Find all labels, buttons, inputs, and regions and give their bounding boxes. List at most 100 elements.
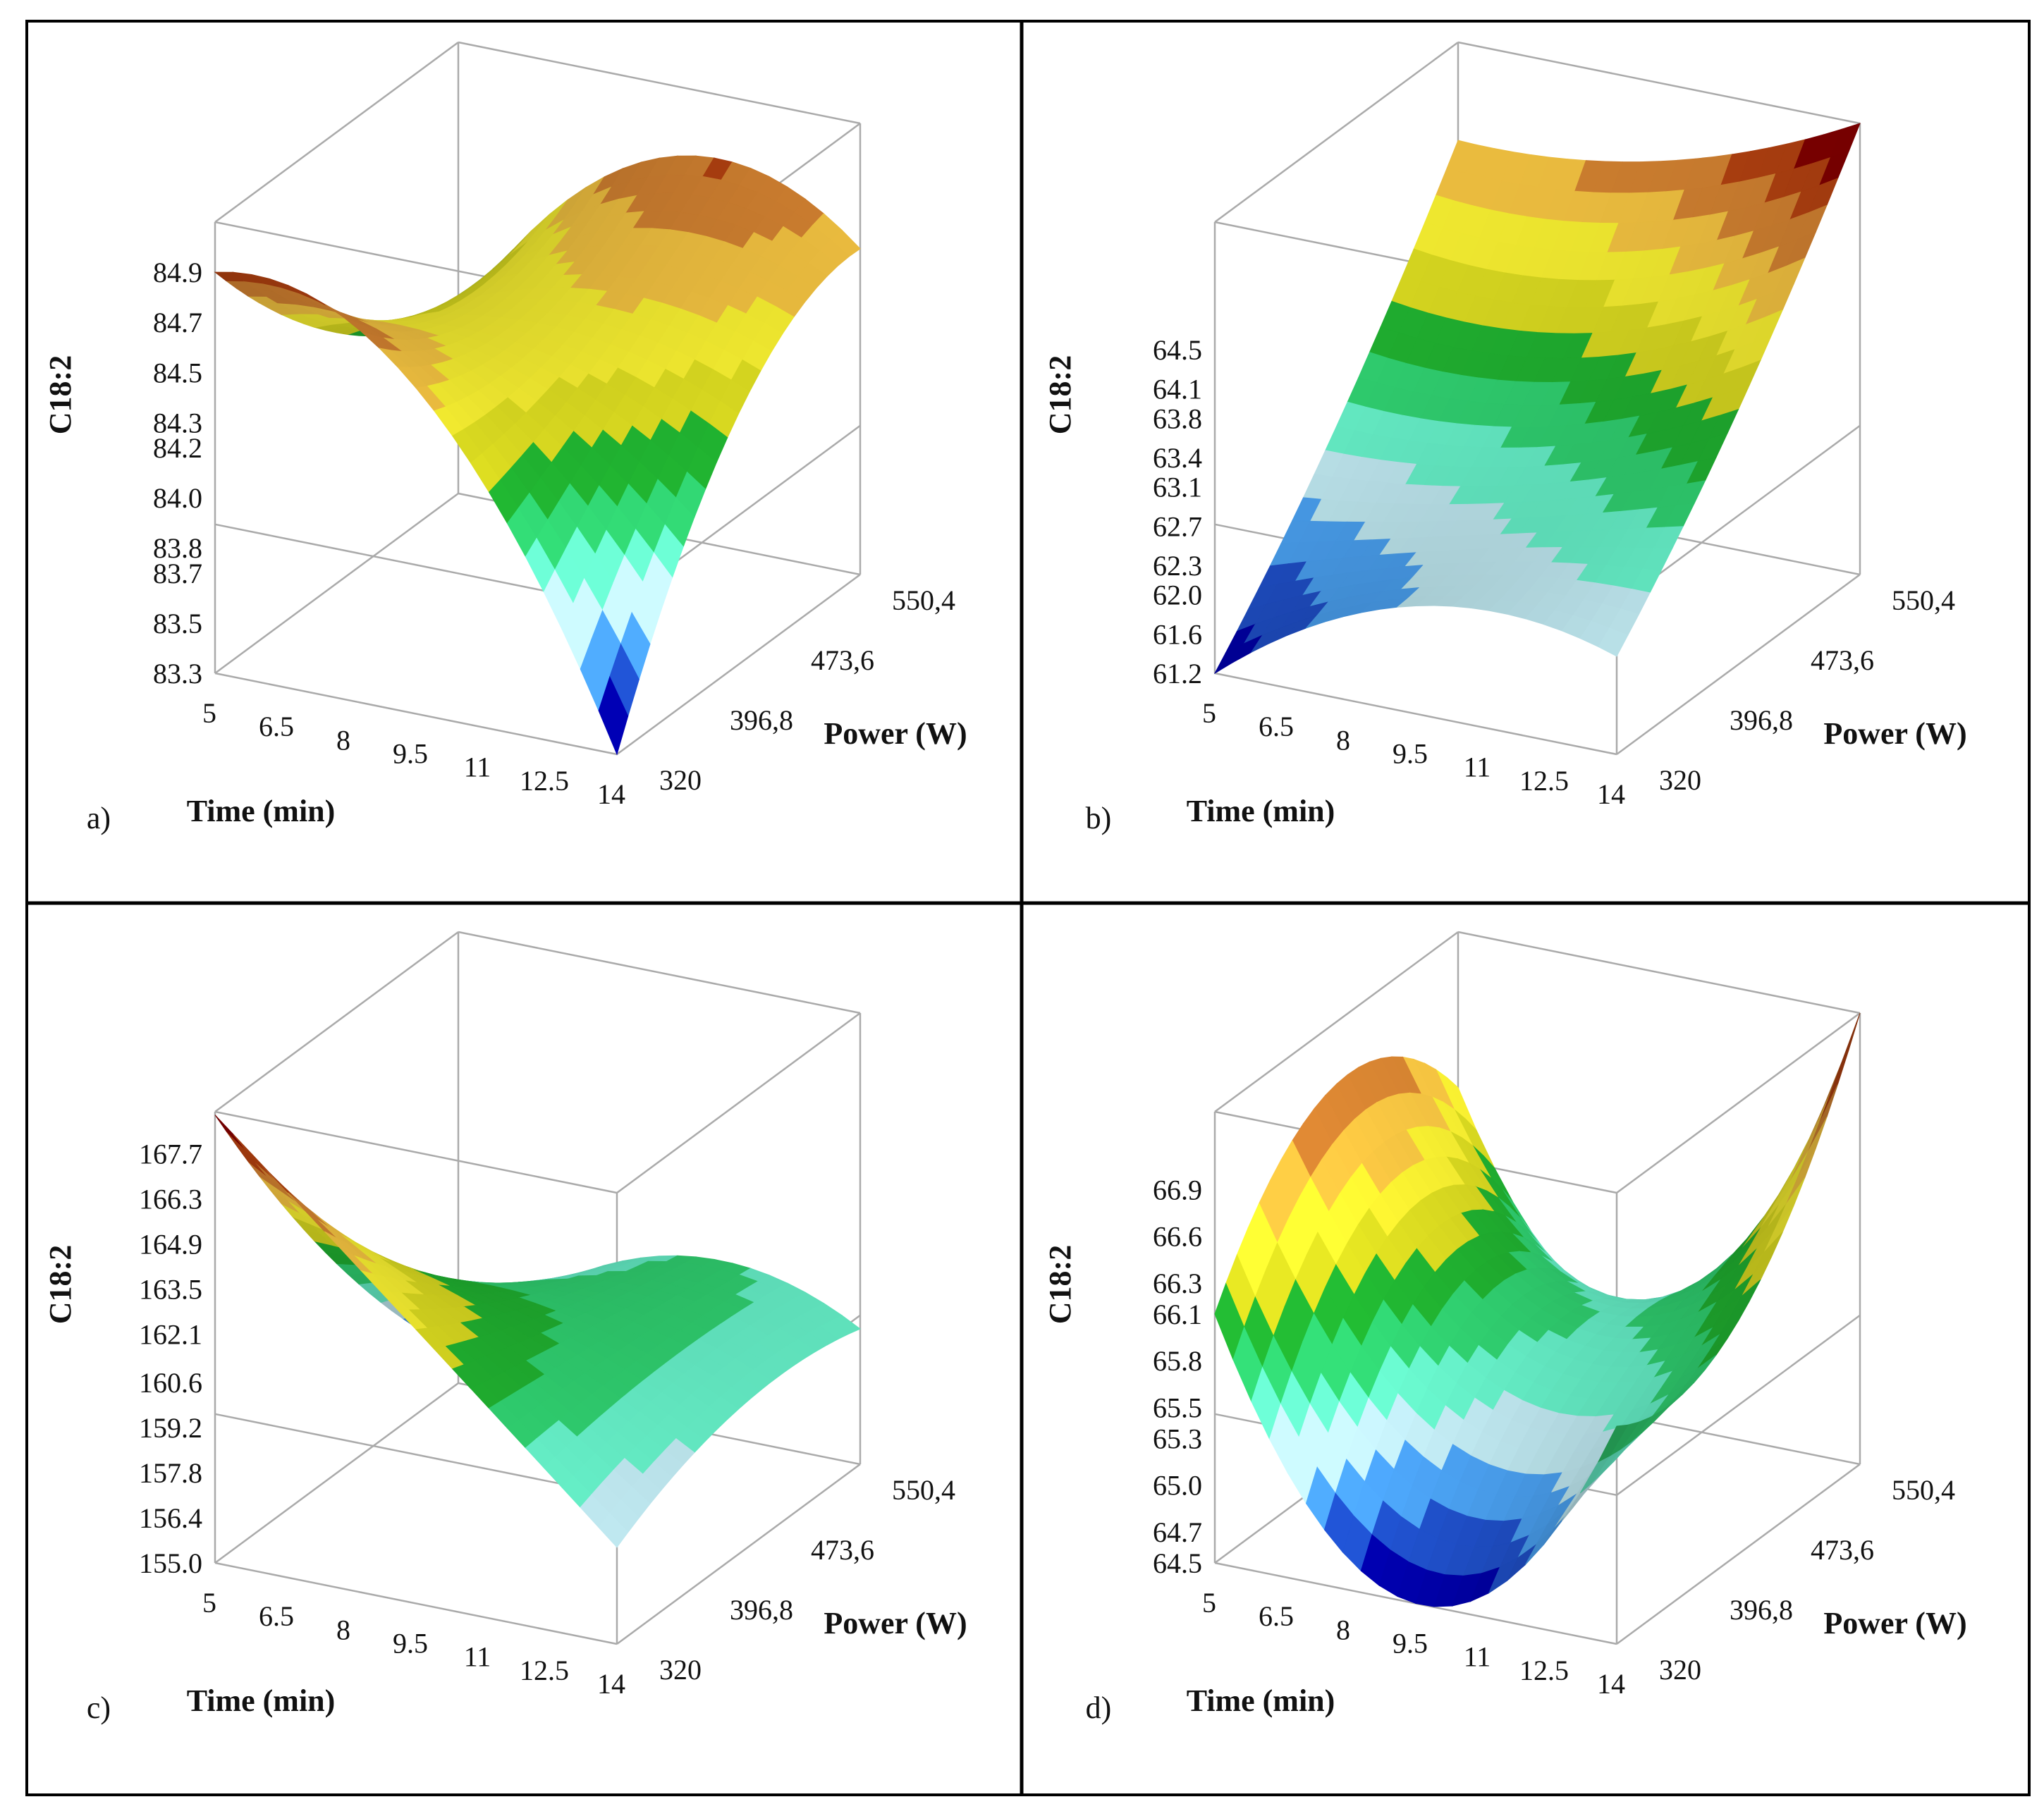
surface-patch: [1812, 1062, 1842, 1133]
x-tick-label: 12.5: [1519, 1655, 1569, 1686]
surface-patch: [598, 1513, 629, 1548]
z-tick-label: 159.2: [139, 1412, 202, 1444]
z-tick-label: 65.5: [1153, 1392, 1202, 1423]
x-tick-label: 9.5: [1393, 1628, 1428, 1659]
z-axis-title: C18:2: [43, 355, 78, 434]
response-surface: [1213, 123, 1861, 675]
x-tick-label: 12.5: [520, 1655, 569, 1686]
x-tick-label: 6.5: [1259, 711, 1294, 742]
z-tick-label: 167.7: [139, 1138, 202, 1170]
box-edge: [616, 1012, 861, 1194]
x-tick-label: 5: [1202, 697, 1216, 729]
y-tick-label: 396,8: [1730, 704, 1793, 736]
box-edge: [1616, 1463, 1861, 1645]
surface-patch: [1597, 1424, 1629, 1463]
z-tick-label: 64.5: [1153, 334, 1202, 366]
z-tick-label: 83.8: [153, 532, 202, 564]
box-edge: [214, 492, 459, 675]
box-edge: [1616, 1012, 1861, 1194]
z-tick-label: 83.5: [153, 608, 202, 639]
z-tick-label: 63.1: [1153, 472, 1202, 503]
x-tick-label: 5: [1202, 1587, 1216, 1619]
surface-patch: [1819, 1049, 1849, 1123]
x-tick-label: 14: [1597, 778, 1625, 810]
y-tick-label: 473,6: [1811, 644, 1874, 676]
x-tick-label: 11: [464, 751, 491, 783]
x-tick-label: 8: [1336, 1614, 1350, 1645]
z-tick-label: 157.8: [139, 1457, 202, 1489]
z-axis-title: C18:2: [1043, 355, 1077, 434]
y-axis-title: Power (W): [1823, 1606, 1966, 1640]
box-edge: [1214, 672, 1617, 756]
z-tick-label: 156.4: [139, 1502, 202, 1534]
z-tick-label: 66.6: [1153, 1221, 1202, 1253]
x-tick-label: 11: [464, 1641, 491, 1673]
x-tick-label: 8: [1336, 724, 1350, 756]
box-edge: [214, 1382, 459, 1564]
z-tick-label: 64.5: [1153, 1547, 1202, 1579]
y-tick-label: 396,8: [1730, 1594, 1793, 1626]
panel-b: 61.2 61.6 62.062.3 62.7 63.163.4 63.864.1 64.5…: [1043, 41, 1967, 835]
x-axis-title: Time (min): [1187, 1683, 1335, 1718]
figure-border: [25, 20, 2031, 1796]
z-tick-label: 65.0: [1153, 1470, 1202, 1502]
y-tick-label: 396,8: [730, 704, 793, 736]
z-tick-label: 160.6: [139, 1367, 202, 1399]
box-edge: [1214, 41, 1459, 223]
y-tick-label: 320: [1659, 764, 1701, 796]
response-surface: [214, 1115, 861, 1548]
z-axis-title: C18:2: [43, 1245, 78, 1324]
box-edge: [458, 931, 861, 1014]
x-tick-label: 14: [597, 778, 625, 810]
z-tick-label: 83.3: [153, 658, 202, 689]
y-axis-title: Power (W): [1823, 716, 1966, 751]
surface-patch: [1797, 1117, 1828, 1179]
z-tick-label: 84.2: [153, 432, 202, 464]
y-axis-title: Power (W): [824, 1606, 967, 1640]
surface-patch: [1808, 1084, 1839, 1151]
y-tick-label: 473,6: [811, 644, 874, 676]
x-axis-title: Time (min): [187, 794, 336, 828]
z-tick-label: 166.3: [139, 1183, 202, 1215]
surface-patch: [1830, 1012, 1861, 1093]
z-tick-label: 64.1: [1153, 374, 1202, 405]
response-surface: [214, 155, 861, 756]
response-surface: [1214, 1012, 1861, 1607]
box-edge: [458, 41, 861, 125]
x-tick-label: 14: [1597, 1668, 1625, 1700]
y-axis-title: Power (W): [824, 716, 967, 751]
y-tick-label: 320: [1659, 1654, 1701, 1686]
panel-c: 155.0 156.4 157.8 159.2 160.6 162.1 163.5 164.9…: [43, 931, 967, 1725]
box-edge: [1457, 931, 1861, 1014]
x-tick-label: 14: [597, 1668, 625, 1700]
x-tick-label: 8: [336, 724, 350, 756]
z-tick-label: 66.1: [1153, 1299, 1202, 1330]
surface-patch: [236, 1146, 267, 1177]
z-tick-label: 84.5: [153, 357, 202, 388]
x-tick-label: 9.5: [393, 738, 428, 770]
z-axis-title: C18:2: [1043, 1245, 1077, 1324]
z-tick-label: 62.7: [1153, 510, 1202, 542]
z-tick-label: 84.3: [153, 407, 202, 438]
z-tick-label: 66.9: [1153, 1174, 1202, 1205]
z-tick-label: 62.3: [1153, 550, 1202, 582]
panel-d: 64.564.7 65.0 65.365.5 65.8 66.166.3 66.6 66.9…: [1043, 931, 1967, 1725]
x-axis-title: Time (min): [1187, 794, 1335, 828]
z-tick-label: 66.3: [1153, 1268, 1202, 1299]
z-tick-label: 155.0: [139, 1547, 202, 1579]
x-tick-label: 5: [202, 697, 216, 729]
box-edge: [214, 1562, 618, 1645]
z-tick-label: 61.2: [1153, 658, 1202, 689]
z-tick-label: 64.7: [1153, 1516, 1202, 1548]
box-edge: [1457, 41, 1861, 125]
z-tick-label: 164.9: [139, 1228, 202, 1260]
y-tick-label: 473,6: [811, 1534, 874, 1566]
z-tick-label: 63.4: [1153, 442, 1202, 474]
panel-label: c): [87, 1691, 111, 1725]
z-tick-label: 162.1: [139, 1318, 202, 1350]
x-axis-title: Time (min): [187, 1683, 336, 1718]
y-tick-label: 473,6: [1811, 1534, 1874, 1566]
x-tick-label: 9.5: [393, 1628, 428, 1659]
box-edge: [214, 672, 618, 756]
box-edge: [1214, 931, 1459, 1113]
